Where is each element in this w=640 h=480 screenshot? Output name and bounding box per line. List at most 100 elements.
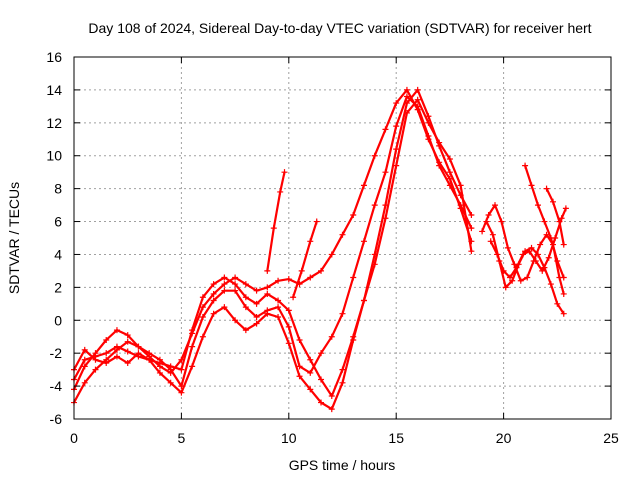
data-point-3-12 [199, 333, 206, 340]
data-point-0-18 [264, 284, 271, 291]
data-point-2-14 [221, 274, 228, 281]
data-point-3-33 [425, 119, 432, 126]
data-point-4-1 [270, 225, 277, 232]
series-trace-0 [72, 88, 473, 404]
x-axis-label: GPS time / hours [289, 457, 396, 473]
data-point-6-9 [537, 241, 544, 248]
data-point-3-25 [339, 379, 346, 386]
data-point-0-29 [382, 126, 389, 133]
data-point-8-4 [513, 264, 520, 271]
data-point-3-5 [124, 360, 131, 367]
y-tick-label-9: 12 [46, 115, 62, 131]
data-point-3-19 [275, 313, 282, 320]
data-point-4-3 [281, 169, 288, 176]
data-point-1-16 [242, 304, 249, 311]
data-point-1-11 [189, 343, 196, 350]
data-point-10-2 [556, 218, 563, 225]
data-point-1-6 [135, 343, 142, 350]
data-point-0-23 [318, 267, 325, 274]
data-point-1-4 [113, 327, 120, 334]
y-tick-label-4: 2 [54, 279, 62, 295]
data-series-10 [543, 185, 567, 248]
data-point-3-10 [178, 389, 185, 396]
data-point-1-23 [318, 350, 325, 357]
data-point-1-7 [146, 350, 153, 357]
data-point-0-13 [210, 290, 217, 297]
data-point-10-3 [560, 241, 567, 248]
data-point-8-12 [562, 205, 569, 212]
data-point-3-2 [92, 356, 99, 363]
data-point-8-5 [519, 251, 526, 258]
series-trace-4 [266, 171, 286, 272]
data-series-1 [71, 93, 475, 393]
data-point-8-8 [539, 267, 546, 274]
chart-title: Day 108 of 2024, Sidereal Day-to-day VTE… [88, 20, 591, 36]
data-point-3-9 [167, 379, 174, 386]
data-point-0-26 [350, 211, 357, 218]
data-point-8-7 [532, 258, 539, 265]
y-tick-label-11: 16 [46, 49, 62, 65]
data-point-3-37 [468, 248, 475, 255]
data-point-6-6 [517, 277, 524, 284]
data-point-2-23 [318, 376, 325, 383]
data-point-8-3 [507, 274, 514, 281]
data-point-9-3 [541, 218, 548, 225]
data-point-2-22 [307, 356, 314, 363]
data-point-2-4 [113, 343, 120, 350]
data-point-1-22 [307, 369, 314, 376]
data-point-3-3 [103, 360, 110, 367]
data-point-2-13 [210, 281, 217, 288]
data-point-0-20 [285, 276, 292, 283]
data-point-1-36 [457, 202, 464, 209]
data-point-2-21 [296, 337, 303, 344]
data-point-3-35 [446, 156, 453, 163]
data-point-7-3 [502, 284, 509, 291]
data-point-2-8 [156, 360, 163, 367]
series-trace-3 [72, 98, 473, 411]
data-point-3-28 [371, 261, 378, 268]
data-point-8-11 [558, 215, 565, 222]
data-point-3-34 [436, 139, 443, 146]
data-point-3-6 [135, 350, 142, 357]
data-point-3-4 [113, 353, 120, 360]
data-point-7-4 [509, 277, 516, 284]
data-point-2-37 [468, 211, 475, 218]
x-tick-label-0: 0 [70, 430, 78, 446]
data-point-7-11 [554, 300, 561, 307]
data-point-6-0 [479, 228, 486, 235]
data-point-0-16 [242, 281, 249, 288]
data-point-1-31 [403, 93, 410, 100]
data-point-1-5 [124, 332, 131, 339]
data-point-8-1 [494, 251, 501, 258]
data-point-0-31 [403, 86, 410, 93]
data-point-1-19 [275, 304, 282, 311]
data-point-2-5 [124, 348, 131, 355]
data-point-8-9 [545, 254, 552, 261]
data-point-3-8 [156, 369, 163, 376]
data-point-3-30 [393, 162, 400, 169]
data-point-2-25 [339, 366, 346, 373]
y-tick-label-0: -6 [50, 411, 63, 427]
y-tick-label-7: 8 [54, 181, 62, 197]
data-point-2-10 [178, 366, 185, 373]
data-point-7-0 [483, 218, 490, 225]
data-point-1-28 [371, 202, 378, 209]
data-point-5-2 [307, 238, 314, 245]
data-point-0-22 [307, 274, 314, 281]
data-point-6-13 [560, 290, 567, 297]
data-point-2-31 [403, 100, 410, 107]
data-point-2-32 [414, 86, 421, 93]
data-series-3 [71, 96, 475, 413]
y-tick-label-6: 6 [54, 214, 62, 230]
data-point-1-26 [350, 274, 357, 281]
data-point-2-24 [328, 392, 335, 399]
data-point-1-30 [393, 123, 400, 130]
data-point-10-0 [543, 185, 550, 192]
data-point-0-12 [199, 304, 206, 311]
data-point-0-2 [92, 366, 99, 373]
y-axis-label: SDTVAR / TECUs [6, 182, 22, 294]
data-point-6-4 [504, 244, 511, 251]
data-point-9-6 [560, 274, 567, 281]
data-point-9-2 [534, 202, 541, 209]
